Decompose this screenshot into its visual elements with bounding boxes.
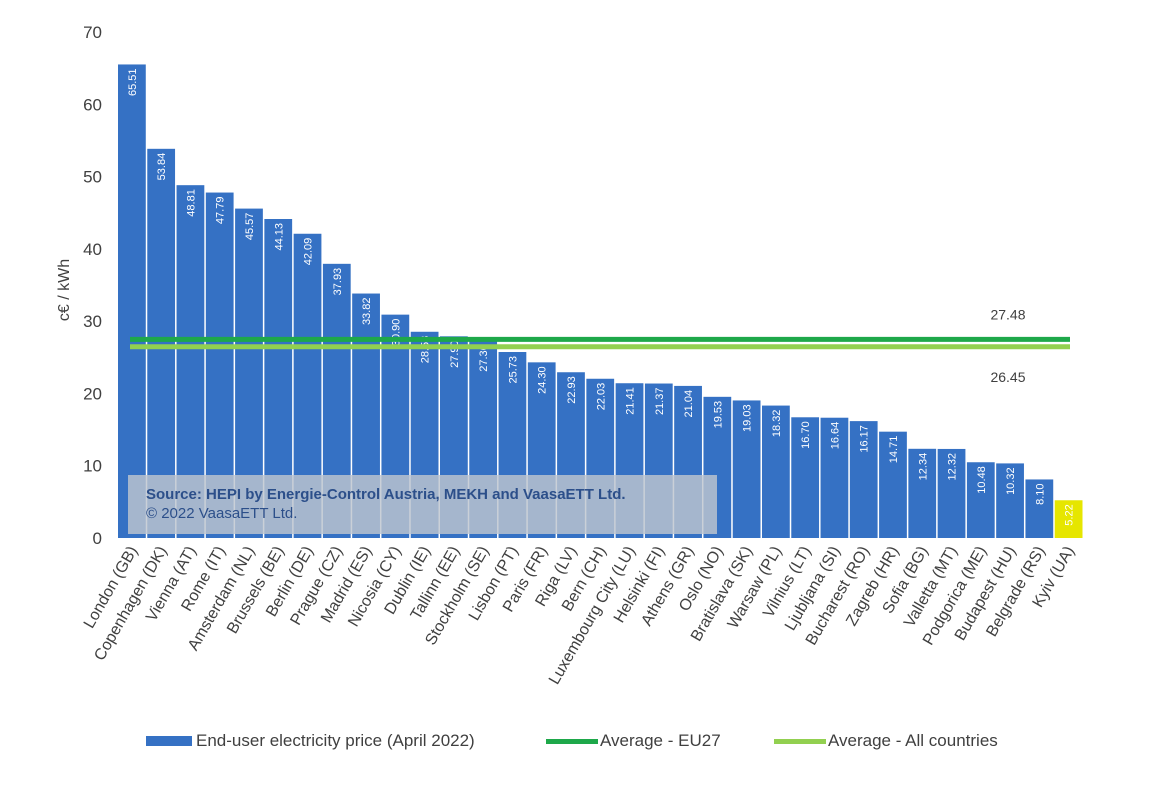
legend-item-eu27: Average - EU27 bbox=[546, 731, 721, 751]
bar-value-label: 19.03 bbox=[742, 404, 754, 432]
bar-value-label: 16.64 bbox=[829, 422, 841, 450]
bar-chart: 0 10 20 30 40 50 60 70 c€ / kWh 65.51 53.84 48.81… bbox=[56, 23, 1083, 688]
eu27-average-label: 27.48 bbox=[990, 306, 1025, 322]
y-tick-label: 20 bbox=[83, 384, 102, 403]
legend-label-eu27: Average - EU27 bbox=[600, 731, 721, 750]
bar-value-label: 42.09 bbox=[303, 238, 315, 266]
bar-value-label: 16.17 bbox=[859, 425, 871, 453]
legend-item-price: End-user electricity price (April 2022) bbox=[146, 731, 475, 751]
y-tick-label: 60 bbox=[83, 95, 102, 114]
bar-value-label: 12.34 bbox=[917, 453, 929, 481]
y-tick-label: 70 bbox=[83, 23, 102, 42]
bar-value-label: 10.32 bbox=[1005, 467, 1017, 495]
all-countries-average-label: 26.45 bbox=[990, 369, 1025, 385]
bar-value-label: 5.22 bbox=[1064, 504, 1076, 525]
bar-value-label: 47.79 bbox=[215, 197, 227, 225]
bar bbox=[849, 421, 878, 538]
bar-value-label: 37.93 bbox=[332, 268, 344, 296]
legend-item-all: Average - All countries bbox=[774, 731, 998, 751]
y-tick-label: 30 bbox=[83, 312, 102, 331]
y-tick-label: 0 bbox=[93, 529, 102, 548]
legend-swatch-eu27 bbox=[546, 738, 598, 744]
source-note: Source: HEPI by Energie-Control Austria,… bbox=[128, 475, 717, 534]
bar bbox=[118, 64, 146, 538]
bar bbox=[879, 431, 907, 538]
category-labels: London (GB)Copenhagen (DK)Vienna (AT)Rom… bbox=[81, 544, 1078, 688]
bar-value-label: 48.81 bbox=[185, 189, 197, 217]
copyright-note: © 2022 VaasaETT Ltd. bbox=[146, 505, 298, 522]
y-axis-label: c€ / kWh bbox=[56, 259, 73, 321]
bar bbox=[762, 405, 790, 538]
bar-value-label: 24.30 bbox=[537, 366, 549, 394]
y-tick-label: 50 bbox=[83, 168, 102, 187]
bar bbox=[996, 463, 1024, 538]
bar-value-label: 22.93 bbox=[566, 376, 578, 404]
bar-value-label: 21.37 bbox=[654, 388, 666, 416]
bar bbox=[732, 400, 761, 538]
bar-value-label: 27.36 bbox=[478, 344, 490, 372]
bar bbox=[966, 462, 995, 538]
source-credit: Source: HEPI by Energie-Control Austria,… bbox=[146, 486, 626, 503]
bar-value-label: 21.04 bbox=[683, 390, 695, 418]
bar bbox=[1025, 479, 1054, 538]
bar-value-label: 25.73 bbox=[507, 356, 519, 384]
bar-value-label: 14.71 bbox=[888, 436, 900, 464]
legend: End-user electricity price (April 2022) … bbox=[0, 731, 1164, 755]
bars: 65.51 53.84 48.81 47.79 45.57 44.13 42.09 37.93… bbox=[118, 64, 1083, 538]
legend-label-price: End-user electricity price (April 2022) bbox=[196, 731, 475, 750]
bar bbox=[147, 148, 176, 538]
bar-value-label: 21.41 bbox=[625, 387, 637, 415]
bar-value-label: 33.82 bbox=[361, 298, 373, 326]
bar-value-label: 30.90 bbox=[390, 319, 402, 347]
legend-swatch-bar bbox=[146, 736, 192, 746]
legend-label-all: Average - All countries bbox=[828, 731, 998, 750]
bar-value-label: 45.57 bbox=[244, 213, 256, 241]
y-tick-label: 10 bbox=[83, 457, 102, 476]
bar-value-label: 18.32 bbox=[771, 410, 783, 438]
legend-swatch-all bbox=[774, 738, 826, 744]
bar-value-label: 10.48 bbox=[976, 466, 988, 494]
bar-value-label: 65.51 bbox=[127, 68, 139, 96]
average-lines: 27.48 26.45 bbox=[130, 306, 1070, 385]
bar-value-label: 12.32 bbox=[947, 453, 959, 481]
bar-value-label: 53.84 bbox=[156, 153, 168, 181]
bar-value-label: 44.13 bbox=[273, 223, 285, 251]
bar-value-label: 19.53 bbox=[712, 401, 724, 429]
y-tick-label: 40 bbox=[83, 240, 102, 259]
bar bbox=[791, 417, 820, 538]
bar bbox=[820, 417, 849, 538]
bar-value-label: 22.03 bbox=[595, 383, 607, 411]
bar-value-label: 16.70 bbox=[800, 421, 812, 449]
bar bbox=[908, 448, 937, 538]
bar bbox=[1054, 500, 1083, 538]
bar-value-label: 28.53 bbox=[420, 336, 432, 364]
y-axis: 0 10 20 30 40 50 60 70 bbox=[83, 23, 102, 548]
bar bbox=[937, 448, 966, 538]
bar-value-label: 8.10 bbox=[1034, 483, 1046, 504]
